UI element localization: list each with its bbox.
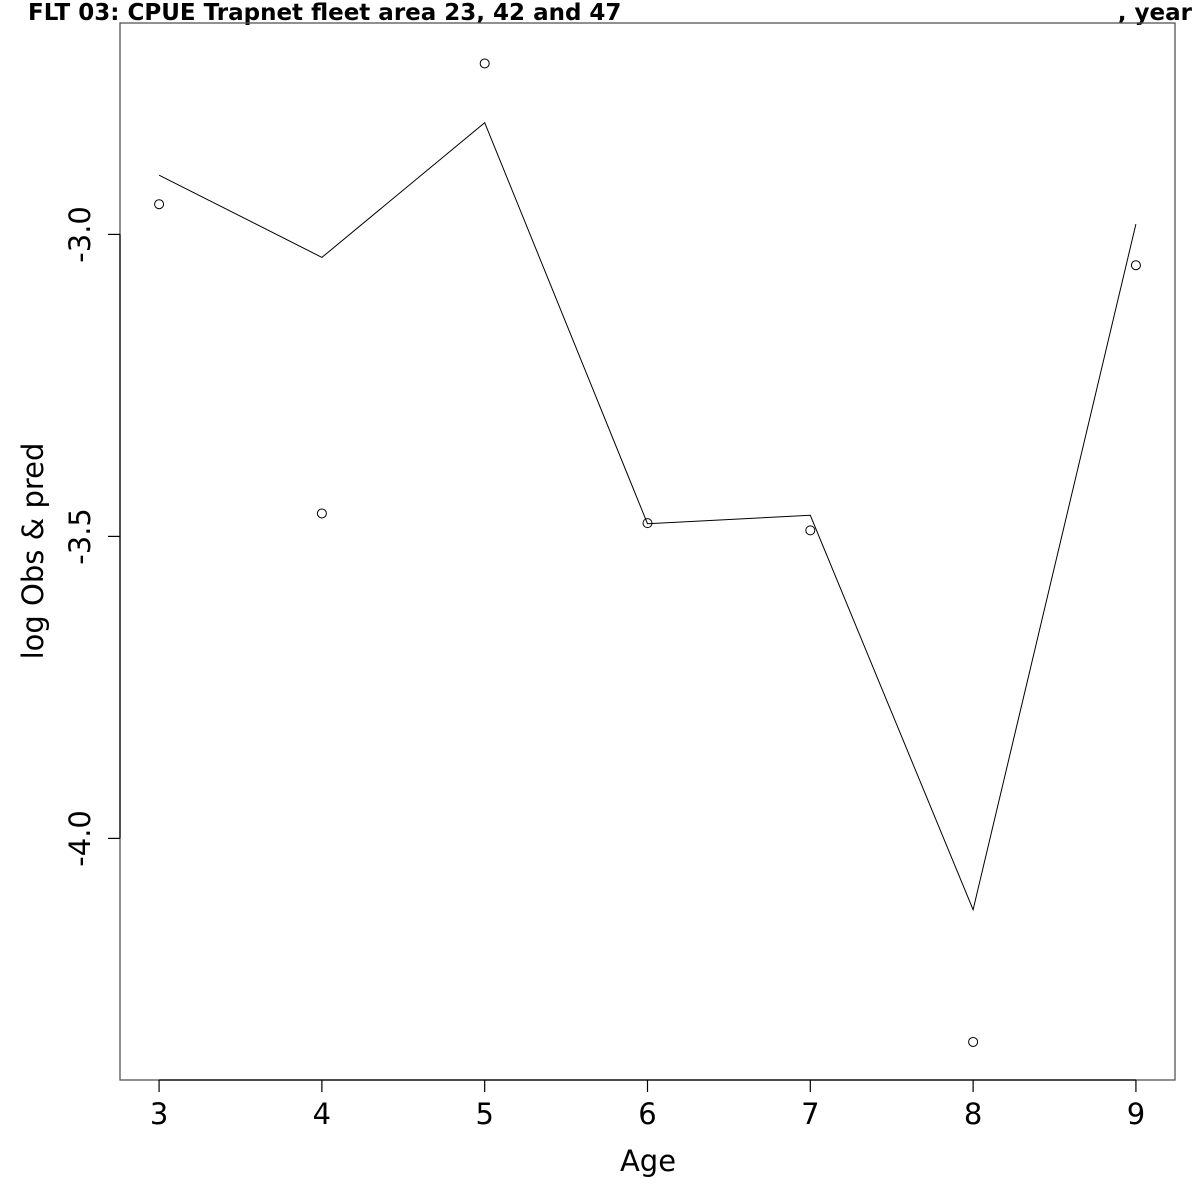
y-tick-label: -3.5 bbox=[63, 508, 97, 565]
x-tick-label: 7 bbox=[801, 1097, 819, 1131]
x-tick-label: 5 bbox=[475, 1097, 493, 1131]
chart-title-suffix: , year bbox=[1117, 0, 1192, 26]
x-tick-label: 6 bbox=[638, 1097, 656, 1131]
observed-point bbox=[1130, 260, 1141, 271]
observed-point bbox=[154, 199, 165, 210]
x-tick-label: 3 bbox=[150, 1097, 168, 1131]
observed-point bbox=[316, 508, 327, 519]
x-tick-label: 4 bbox=[313, 1097, 331, 1131]
observed-point bbox=[968, 1036, 979, 1047]
predicted-line bbox=[158, 121, 1137, 912]
y-tick-label: -3.0 bbox=[63, 206, 97, 263]
observed-series bbox=[154, 58, 1141, 1047]
x-tick-label: 8 bbox=[964, 1097, 982, 1131]
observed-point bbox=[479, 58, 490, 69]
plot-area-border bbox=[119, 22, 1176, 1081]
x-tick-label: 9 bbox=[1127, 1097, 1145, 1131]
x-axis-label: Age bbox=[620, 1144, 676, 1178]
chart-title: FLT 03: CPUE Trapnet fleet area 23, 42 a… bbox=[28, 0, 622, 26]
observed-point bbox=[642, 518, 653, 529]
y-tick-label: -4.0 bbox=[63, 810, 97, 867]
observed-point bbox=[805, 525, 816, 536]
y-axis-label: log Obs & pred bbox=[16, 443, 50, 660]
x-axis: 3 4 5 6 7 8 9 bbox=[150, 1079, 1145, 1131]
predicted-series bbox=[158, 121, 1137, 912]
y-axis: -3.0 -3.5 -4.0 bbox=[63, 206, 121, 867]
